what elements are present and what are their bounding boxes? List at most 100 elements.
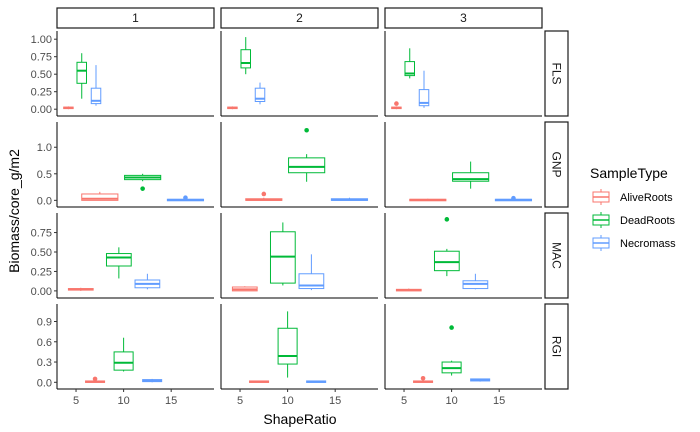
row-strip-gnp (544, 121, 569, 208)
box-outlier-0 (444, 217, 450, 222)
box-fls-3-necromass (418, 70, 430, 108)
y-tick-label-rgi-2: 0.6 (37, 337, 52, 349)
row-strip-rgi (544, 303, 569, 390)
box-gnp-3-deadroots (452, 161, 490, 189)
box-body (81, 193, 119, 201)
box-gnp-1-aliveroots (81, 191, 119, 201)
box-gnp-3-aliveroots (409, 198, 447, 202)
y-tick-label-fls-3: 0.75 (31, 52, 52, 64)
y-tick-label-mac-2: 0.50 (31, 247, 52, 259)
legend-label-necromass: Necromass (620, 238, 676, 250)
box-mac-2-deadroots (269, 222, 296, 286)
y-tick-label-mac-1: 0.25 (31, 266, 52, 278)
box-gnp-1-necromass (166, 195, 205, 202)
box-fls-1-aliveroots (63, 106, 74, 110)
x-tick-label-1-1: 10 (117, 395, 129, 407)
y-tick-label-fls-0: 0.00 (31, 104, 52, 116)
box-gnp-2-necromass (330, 197, 369, 201)
box-outlier-0 (394, 101, 399, 106)
box-rgi-3-aliveroots (413, 375, 434, 383)
box-fls-3-deadroots (404, 48, 415, 79)
column-strip-1 (56, 7, 215, 29)
box-gnp-2-aliveroots (245, 191, 283, 201)
strip-layer: 1 2 3 FLS GNP MAC RGI (56, 7, 569, 390)
y-axis-title: Biomass/core_g/m2 (6, 149, 22, 273)
box-mac-3-deadroots (433, 217, 460, 277)
y-tick-label-fls-2: 0.50 (31, 69, 52, 81)
box-body (254, 87, 266, 102)
box-body (76, 61, 87, 84)
y-tick-label-mac-0: 0.00 (31, 286, 52, 298)
x-tick-label-3-2: 15 (493, 395, 505, 407)
box-body (90, 87, 102, 105)
box-rgi-3-deadroots (441, 325, 462, 376)
column-strip-label-2: 2 (296, 11, 303, 25)
y-tick-label-rgi-0: 0.0 (37, 377, 52, 389)
box-outlier-0 (140, 186, 145, 191)
box-gnp-2-deadroots (288, 127, 326, 182)
row-strip-label-mac: MAC (550, 242, 564, 269)
column-strip-label-3: 3 (460, 11, 467, 25)
legend-item-aliveroots: AliveRoots (591, 188, 673, 206)
box-rgi-1-deadroots (113, 337, 134, 372)
axis-layer: 0.00 0.25 0.50 0.75 1.00 0.0 0.5 1.0 0.00 0.25 0.5… (31, 34, 506, 407)
box-outlier-0 (92, 376, 98, 382)
panel-layer (56, 31, 542, 390)
column-strip-label-1: 1 (132, 11, 139, 25)
box-fls-2-necromass (254, 82, 266, 105)
box-layer (63, 37, 533, 383)
x-tick-label-3-0: 5 (401, 395, 407, 407)
row-strip-label-gnp: GNP (550, 151, 564, 177)
box-gnp-3-necromass (494, 195, 533, 202)
box-body (418, 89, 430, 107)
box-body (113, 351, 134, 371)
y-tick-label-mac-3: 0.75 (31, 228, 52, 240)
box-body (288, 157, 326, 174)
x-tick-label-2-2: 15 (329, 395, 341, 407)
legend-title: SampleType (590, 165, 668, 181)
box-rgi-1-necromass (142, 378, 163, 383)
y-tick-label-gnp-2: 1.0 (37, 142, 52, 154)
box-fls-1-deadroots (76, 53, 87, 99)
box-body (105, 253, 132, 267)
box-body (240, 49, 251, 69)
box-rgi-2-necromass (306, 380, 327, 383)
legend: SampleType AliveRoots DeadRoots Necromass (590, 165, 676, 252)
box-body (277, 327, 298, 365)
row-strip-label-rgi: RGI (550, 336, 564, 357)
x-tick-label-3-1: 10 (445, 395, 457, 407)
y-tick-label-rgi-1: 0.3 (37, 357, 52, 369)
box-mac-2-necromass (298, 254, 325, 291)
box-mac-1-necromass (134, 273, 161, 290)
y-tick-label-fls-1: 0.25 (31, 87, 52, 99)
y-tick-label-gnp-0: 0.0 (37, 195, 52, 207)
box-outlier-0 (511, 195, 516, 201)
box-body (404, 61, 415, 77)
box-body (452, 172, 490, 182)
row-strip-mac (544, 212, 569, 299)
box-outlier-0 (304, 127, 309, 133)
box-fls-1-necromass (90, 65, 102, 106)
row-strip-label-fls: FLS (550, 62, 564, 84)
box-fls-2-deadroots (240, 37, 251, 75)
box-rgi-3-necromass (470, 378, 491, 382)
box-gnp-1-deadroots (124, 173, 162, 191)
y-tick-label-gnp-1: 0.5 (37, 169, 52, 181)
box-mac-1-aliveroots (67, 287, 94, 291)
box-mac-1-deadroots (105, 247, 132, 279)
box-body (433, 250, 460, 272)
box-rgi-2-deadroots (277, 311, 298, 378)
box-mac-2-aliveroots (231, 286, 258, 292)
box-outlier-0 (449, 325, 454, 330)
row-strip-fls (544, 30, 569, 117)
column-strip-2 (220, 7, 379, 29)
box-mac-3-necromass (462, 273, 489, 290)
box-outlier-0 (183, 195, 188, 200)
legend-label-deadroots: DeadRoots (620, 215, 676, 227)
box-rgi-1-aliveroots (85, 376, 106, 383)
box-mac-3-aliveroots (395, 288, 422, 292)
box-outlier-0 (420, 375, 426, 381)
legend-label-aliveroots: AliveRoots (620, 192, 673, 204)
column-strip-3 (384, 7, 543, 29)
